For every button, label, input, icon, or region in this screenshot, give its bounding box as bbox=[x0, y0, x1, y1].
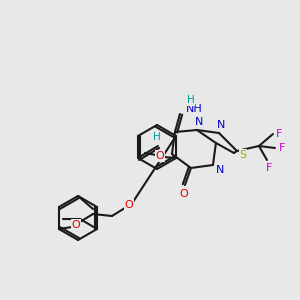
Text: F: F bbox=[266, 163, 272, 173]
Text: O: O bbox=[180, 189, 188, 199]
Text: F: F bbox=[279, 143, 285, 153]
Text: O: O bbox=[72, 220, 80, 230]
Text: N: N bbox=[217, 120, 225, 130]
Text: H: H bbox=[153, 132, 161, 142]
Text: O: O bbox=[124, 200, 133, 210]
Text: H: H bbox=[187, 95, 195, 105]
Text: N: N bbox=[195, 117, 203, 127]
Text: N: N bbox=[216, 165, 224, 175]
Text: O: O bbox=[156, 151, 164, 161]
Text: S: S bbox=[239, 150, 247, 160]
Text: NH: NH bbox=[186, 104, 202, 114]
Text: F: F bbox=[276, 129, 282, 139]
